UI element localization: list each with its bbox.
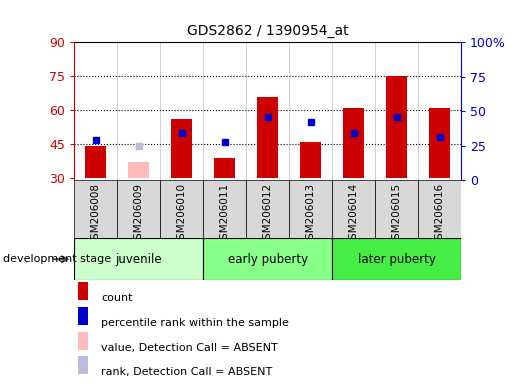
Text: GSM206010: GSM206010 — [176, 184, 187, 247]
Bar — [78, 307, 87, 325]
Text: count: count — [101, 293, 133, 303]
Text: GSM206011: GSM206011 — [219, 184, 229, 247]
Bar — [78, 283, 87, 300]
Bar — [203, 180, 246, 238]
Text: later puberty: later puberty — [358, 253, 436, 266]
Bar — [78, 356, 87, 374]
Bar — [171, 119, 192, 178]
Text: GSM206016: GSM206016 — [435, 184, 445, 247]
Bar — [203, 238, 332, 280]
Text: juvenile: juvenile — [116, 253, 162, 266]
Bar — [386, 76, 408, 178]
Text: development stage: development stage — [3, 254, 111, 264]
Bar — [332, 180, 375, 238]
Bar — [160, 180, 203, 238]
Bar — [300, 142, 321, 178]
Text: GSM206014: GSM206014 — [349, 184, 359, 247]
Text: early puberty: early puberty — [227, 253, 308, 266]
Bar — [375, 180, 418, 238]
Bar — [117, 180, 160, 238]
Bar — [74, 238, 203, 280]
Bar — [418, 180, 461, 238]
Text: GSM206009: GSM206009 — [134, 184, 144, 247]
Bar — [85, 146, 107, 178]
Text: GSM206015: GSM206015 — [392, 184, 402, 247]
Bar — [214, 158, 235, 178]
Text: GSM206013: GSM206013 — [306, 184, 316, 247]
Bar — [78, 332, 87, 350]
Bar — [332, 238, 461, 280]
Text: rank, Detection Call = ABSENT: rank, Detection Call = ABSENT — [101, 367, 272, 377]
Title: GDS2862 / 1390954_at: GDS2862 / 1390954_at — [187, 25, 348, 38]
Bar — [128, 162, 149, 178]
Bar — [257, 97, 278, 178]
Text: percentile rank within the sample: percentile rank within the sample — [101, 318, 289, 328]
Text: value, Detection Call = ABSENT: value, Detection Call = ABSENT — [101, 343, 278, 353]
Text: GSM206012: GSM206012 — [263, 184, 272, 247]
Text: GSM206008: GSM206008 — [91, 184, 101, 247]
Bar — [429, 108, 450, 178]
Bar — [343, 108, 365, 178]
Bar — [246, 180, 289, 238]
Bar — [74, 180, 117, 238]
Bar — [289, 180, 332, 238]
